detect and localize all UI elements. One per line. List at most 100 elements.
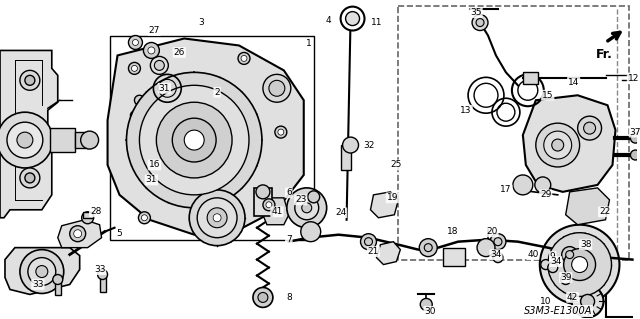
Circle shape <box>172 118 216 162</box>
Text: 22: 22 <box>599 207 610 216</box>
Circle shape <box>207 208 227 228</box>
Circle shape <box>25 75 35 85</box>
Circle shape <box>472 15 488 31</box>
Bar <box>254 188 272 216</box>
Text: 41: 41 <box>271 207 282 216</box>
Circle shape <box>98 270 108 279</box>
Circle shape <box>365 238 372 246</box>
Text: 15: 15 <box>542 91 554 100</box>
Circle shape <box>572 286 604 317</box>
Circle shape <box>572 256 588 272</box>
Circle shape <box>70 226 86 242</box>
Circle shape <box>36 265 48 278</box>
Circle shape <box>548 233 611 296</box>
Circle shape <box>490 234 506 250</box>
Circle shape <box>580 294 595 308</box>
Circle shape <box>308 191 320 203</box>
Circle shape <box>513 175 533 195</box>
Circle shape <box>360 234 376 250</box>
Bar <box>75 132 90 148</box>
Polygon shape <box>58 220 102 248</box>
Text: 40: 40 <box>527 250 538 259</box>
Text: 24: 24 <box>335 208 346 217</box>
Text: 26: 26 <box>173 48 185 57</box>
Text: 38: 38 <box>580 240 591 249</box>
Circle shape <box>340 7 365 31</box>
Text: 23: 23 <box>295 195 307 204</box>
Circle shape <box>630 150 640 160</box>
Text: 28: 28 <box>90 207 101 216</box>
Circle shape <box>197 198 237 238</box>
Circle shape <box>140 85 249 195</box>
Text: 33: 33 <box>32 280 44 289</box>
Polygon shape <box>108 39 304 235</box>
Circle shape <box>419 239 437 256</box>
Circle shape <box>302 203 312 213</box>
Text: 14: 14 <box>568 78 579 87</box>
Polygon shape <box>5 248 79 294</box>
Text: 42: 42 <box>567 293 579 302</box>
Circle shape <box>253 287 273 308</box>
Bar <box>398 6 629 260</box>
Circle shape <box>81 131 99 149</box>
Text: 21: 21 <box>368 247 379 256</box>
Circle shape <box>134 95 145 105</box>
Circle shape <box>20 70 40 90</box>
Text: 37: 37 <box>630 128 640 137</box>
Circle shape <box>17 132 33 148</box>
Circle shape <box>138 212 150 224</box>
Circle shape <box>342 137 358 153</box>
Circle shape <box>141 215 147 221</box>
Text: 9: 9 <box>550 252 556 261</box>
Circle shape <box>213 214 221 222</box>
Circle shape <box>20 250 64 293</box>
Circle shape <box>420 299 432 310</box>
Bar <box>109 35 314 240</box>
Circle shape <box>269 80 285 96</box>
Polygon shape <box>376 242 401 264</box>
Text: Fr.: Fr. <box>596 48 612 62</box>
Circle shape <box>535 177 551 193</box>
Circle shape <box>25 173 35 183</box>
Circle shape <box>287 188 326 228</box>
Bar <box>83 212 93 218</box>
Polygon shape <box>263 198 289 225</box>
Text: 34: 34 <box>490 250 502 259</box>
Circle shape <box>548 263 557 272</box>
Circle shape <box>476 19 484 26</box>
Text: 16: 16 <box>148 160 160 169</box>
Circle shape <box>578 116 602 140</box>
Circle shape <box>263 74 291 102</box>
Text: 31: 31 <box>159 84 170 93</box>
Circle shape <box>552 139 564 151</box>
Circle shape <box>566 251 573 259</box>
Text: 34: 34 <box>550 257 561 266</box>
Text: 30: 30 <box>424 307 436 316</box>
Circle shape <box>256 185 270 199</box>
Text: 11: 11 <box>371 18 382 27</box>
Circle shape <box>189 190 245 246</box>
Circle shape <box>143 42 159 58</box>
Circle shape <box>494 238 502 246</box>
Circle shape <box>20 168 40 188</box>
Circle shape <box>154 60 164 70</box>
Circle shape <box>544 131 572 159</box>
Circle shape <box>184 130 204 150</box>
Circle shape <box>582 263 593 272</box>
Circle shape <box>131 111 138 119</box>
Circle shape <box>28 258 56 286</box>
Circle shape <box>424 244 432 252</box>
Circle shape <box>131 65 138 71</box>
Polygon shape <box>0 50 58 218</box>
Text: 5: 5 <box>116 229 122 238</box>
Circle shape <box>630 133 640 143</box>
Text: S3M3-E1300A: S3M3-E1300A <box>524 306 592 316</box>
Circle shape <box>241 56 247 61</box>
Text: 1: 1 <box>306 39 312 48</box>
Circle shape <box>132 40 138 46</box>
Text: 18: 18 <box>447 227 459 236</box>
Text: 25: 25 <box>390 160 402 169</box>
Circle shape <box>156 102 232 178</box>
Text: 13: 13 <box>460 106 472 115</box>
Text: 35: 35 <box>470 8 482 17</box>
